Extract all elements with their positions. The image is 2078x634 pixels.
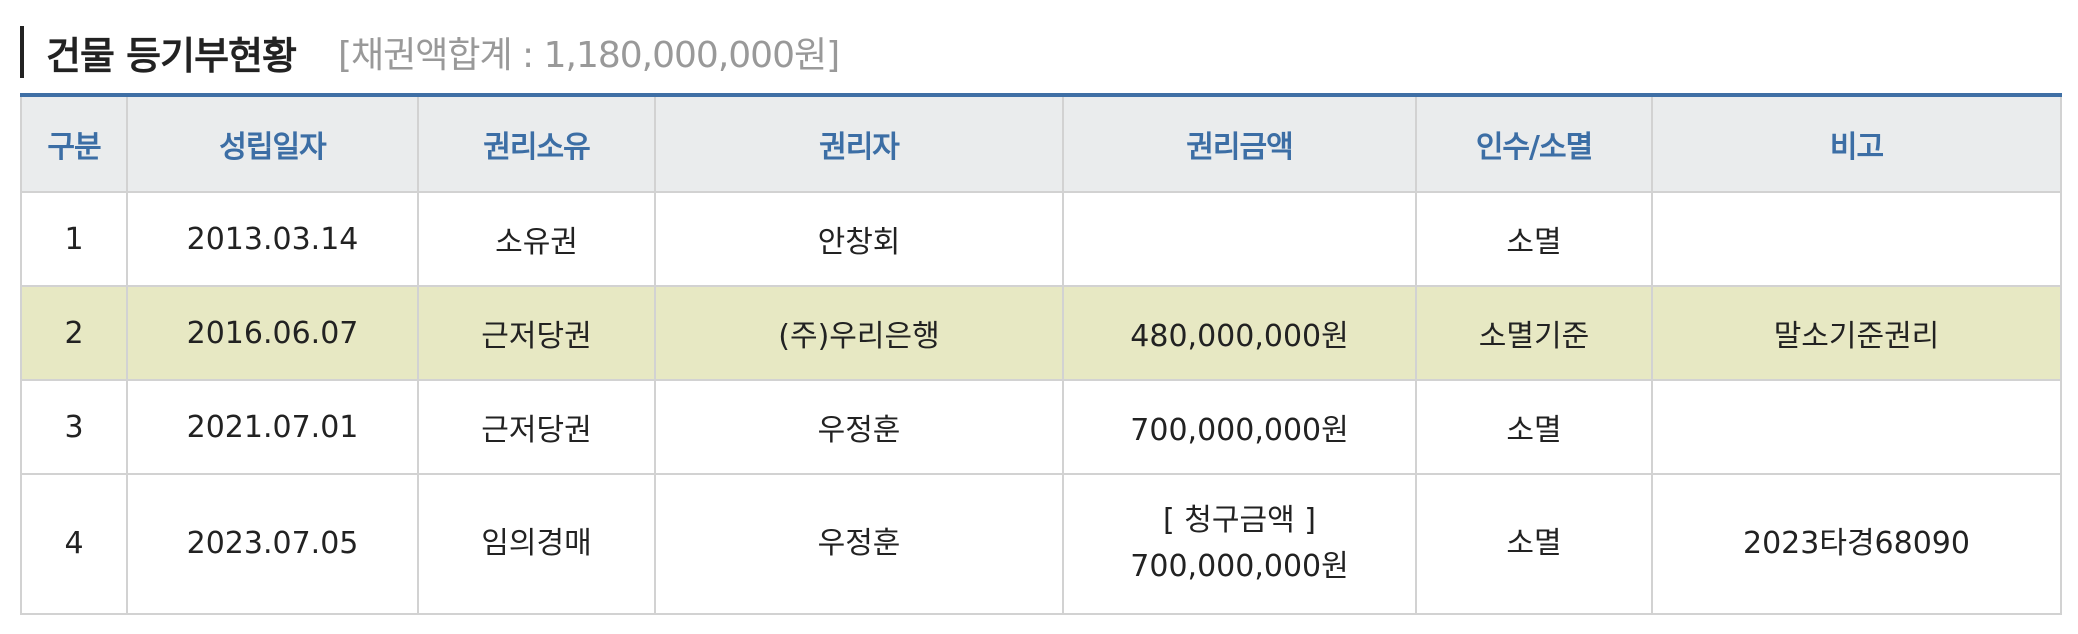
cell-amount: 480,000,000원	[1062, 285, 1417, 381]
cell-no: 3	[20, 379, 128, 475]
claim-amount-label: [ 청구금액 ]	[1163, 503, 1316, 538]
column-header-amount: 권리금액	[1062, 95, 1417, 193]
cell-note: 말소기준권리	[1651, 285, 2062, 381]
cell-amount: [ 청구금액 ] 700,000,000원	[1062, 473, 1417, 615]
cell-note: 2023타경68090	[1651, 473, 2062, 615]
column-header-note: 비고	[1651, 95, 2062, 193]
cell-amount	[1062, 191, 1417, 287]
cell-status: 소멸기준	[1415, 285, 1653, 381]
cell-holder: 우정훈	[654, 473, 1064, 615]
cell-holder: 안창회	[654, 191, 1064, 287]
table-row: 4 2023.07.05 임의경매 우정훈 [ 청구금액 ] 700,000,0…	[20, 473, 2062, 615]
table-row: 1 2013.03.14 소유권 안창회 소멸	[20, 191, 2062, 287]
cell-status: 소멸	[1415, 379, 1653, 475]
section-header: 건물 등기부현황 [채권액합계 : 1,180,000,000원]	[20, 26, 840, 78]
cell-holder: 우정훈	[654, 379, 1064, 475]
column-header-status: 인수/소멸	[1415, 95, 1653, 193]
column-header-holder: 권리자	[654, 95, 1064, 193]
registry-table: 구분 성립일자 권리소유 권리자 권리금액 인수/소멸 비고 1 2013.03…	[20, 93, 2062, 615]
cell-date: 2013.03.14	[126, 191, 419, 287]
cell-no: 1	[20, 191, 128, 287]
cell-note	[1651, 379, 2062, 475]
cell-right-type: 근저당권	[417, 285, 656, 381]
table-row: 3 2021.07.01 근저당권 우정훈 700,000,000원 소멸	[20, 379, 2062, 475]
cell-amount: 700,000,000원	[1062, 379, 1417, 475]
cell-right-type: 임의경매	[417, 473, 656, 615]
claim-amount-value: 700,000,000원	[1130, 549, 1349, 584]
column-header-date: 성립일자	[126, 95, 419, 193]
cell-note	[1651, 191, 2062, 287]
cell-right-type: 소유권	[417, 191, 656, 287]
table-header-row: 구분 성립일자 권리소유 권리자 권리금액 인수/소멸 비고	[20, 95, 2062, 193]
cell-date: 2016.06.07	[126, 285, 419, 381]
cell-right-type: 근저당권	[417, 379, 656, 475]
cell-holder: (주)우리은행	[654, 285, 1064, 381]
cell-date: 2023.07.05	[126, 473, 419, 615]
cell-no: 4	[20, 473, 128, 615]
cell-status: 소멸	[1415, 473, 1653, 615]
cell-no: 2	[20, 285, 128, 381]
section-title: 건물 등기부현황	[46, 33, 297, 78]
column-header-no: 구분	[20, 95, 128, 193]
column-header-right-type: 권리소유	[417, 95, 656, 193]
claim-total-summary: [채권액합계 : 1,180,000,000원]	[337, 35, 840, 76]
cell-status: 소멸	[1415, 191, 1653, 287]
cell-date: 2021.07.01	[126, 379, 419, 475]
table-row-baseline-right: 2 2016.06.07 근저당권 (주)우리은행 480,000,000원 소…	[20, 285, 2062, 381]
